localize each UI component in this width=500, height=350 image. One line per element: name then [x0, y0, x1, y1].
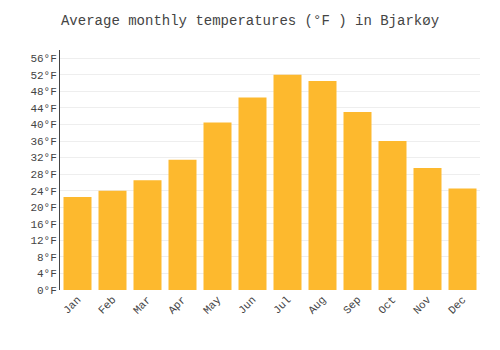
svg-text:Aug: Aug — [306, 294, 328, 316]
svg-text:Jul: Jul — [271, 294, 293, 316]
svg-text:16°F: 16°F — [30, 219, 56, 231]
svg-text:36°F: 36°F — [30, 136, 56, 148]
svg-text:Jan: Jan — [61, 294, 83, 316]
svg-text:May: May — [201, 294, 224, 317]
svg-text:24°F: 24°F — [30, 186, 56, 198]
svg-text:Jun: Jun — [236, 294, 258, 316]
svg-text:8°F: 8°F — [37, 252, 57, 264]
svg-text:40°F: 40°F — [30, 119, 56, 131]
svg-text:12°F: 12°F — [30, 235, 56, 247]
svg-text:32°F: 32°F — [30, 152, 56, 164]
svg-text:0°F: 0°F — [37, 285, 57, 297]
svg-text:Oct: Oct — [376, 294, 398, 316]
svg-text:52°F: 52°F — [30, 70, 56, 82]
svg-text:Average monthly temperatures (: Average monthly temperatures (°F ) in Bj… — [61, 13, 439, 29]
svg-text:4°F: 4°F — [37, 268, 57, 280]
svg-text:56°F: 56°F — [30, 53, 56, 65]
svg-text:Nov: Nov — [411, 294, 434, 317]
svg-text:Apr: Apr — [166, 294, 188, 316]
svg-text:Sep: Sep — [341, 294, 363, 316]
svg-text:48°F: 48°F — [30, 86, 56, 98]
svg-text:28°F: 28°F — [30, 169, 56, 181]
svg-text:20°F: 20°F — [30, 202, 56, 214]
svg-text:44°F: 44°F — [30, 103, 56, 115]
svg-text:Mar: Mar — [131, 294, 153, 316]
svg-text:Dec: Dec — [446, 294, 468, 316]
svg-text:Feb: Feb — [96, 294, 118, 316]
